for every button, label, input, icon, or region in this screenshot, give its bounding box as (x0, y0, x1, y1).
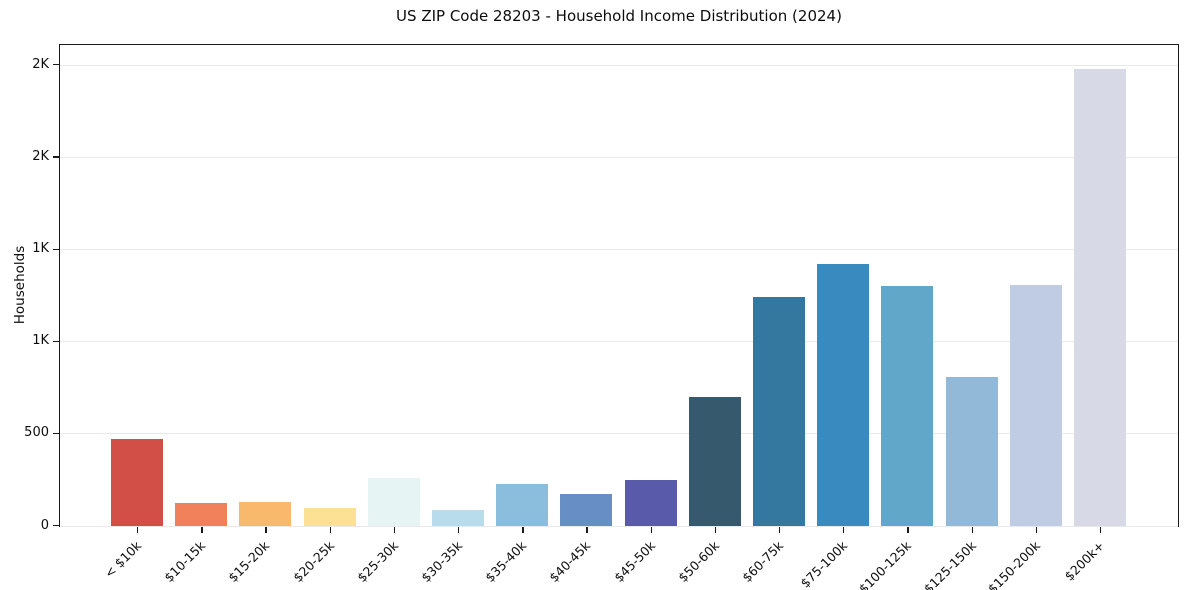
plot-area (59, 44, 1179, 527)
xtick-label: $15-20k (225, 538, 273, 586)
xtick-mark (843, 527, 845, 533)
gridline-1K (60, 249, 1178, 251)
ytick-mark-0 (53, 525, 59, 527)
xtick-mark (586, 527, 588, 533)
bar-$75-100k (817, 264, 870, 526)
gridline-2K (60, 156, 1178, 158)
xtick-mark (137, 527, 139, 533)
ytick-mark-500 (53, 432, 59, 435)
xtick-mark (1035, 527, 1038, 533)
bar-$50-60k (688, 396, 741, 526)
xtick-label: < $10k (101, 538, 145, 581)
gridline-500 (60, 433, 1178, 435)
ytick-mark-2K (53, 64, 59, 66)
xtick-label: $25-30k (353, 538, 401, 586)
bar-$100-125k (881, 286, 934, 526)
xtick-mark (393, 527, 396, 533)
bar-$25-30k (367, 478, 420, 526)
xtick-label: $45-50k (610, 538, 658, 586)
xtick-mark (778, 527, 781, 533)
ytick-label: 500 (24, 425, 49, 441)
ytick-label: 2K (32, 148, 49, 164)
gridline-0 (60, 525, 1178, 527)
xtick-mark (458, 527, 460, 533)
xtick-label: $60-75k (739, 538, 787, 586)
xtick-mark (650, 527, 652, 533)
gridline-2K (60, 64, 1178, 66)
xtick-mark (714, 527, 717, 533)
xtick-label: $50-60k (674, 538, 722, 586)
ytick-mark-1K (53, 248, 59, 250)
bar-$20-25k (303, 507, 356, 526)
bar-$35-40k (496, 483, 549, 526)
xtick-label: $200k+ (1061, 538, 1108, 584)
ytick-mark-1K (53, 340, 59, 342)
gridline-1K (60, 341, 1178, 343)
bar-$40-45k (560, 493, 613, 526)
ytick-label: 1K (32, 333, 49, 349)
ytick-label: 1K (32, 241, 49, 256)
bar-$45-50k (624, 479, 677, 526)
xtick-mark (522, 527, 524, 533)
xtick-label: $75-100k (797, 538, 851, 590)
xtick-label: $20-25k (289, 538, 337, 586)
xtick-label: $40-45k (546, 538, 594, 586)
bar-$200k+ (1073, 68, 1126, 526)
bar-< $10k (111, 439, 164, 526)
bar-$60-75k (752, 297, 805, 526)
bar-$10-15k (175, 502, 228, 526)
y-axis-label: Households (12, 245, 28, 325)
xtick-mark (329, 527, 331, 533)
xtick-mark (971, 527, 973, 533)
ytick-label: 0 (40, 517, 49, 533)
xtick-mark (265, 527, 267, 533)
xtick-label: $30-35k (418, 538, 466, 586)
ytick-mark-2K (53, 156, 59, 158)
xtick-label: $35-40k (482, 538, 530, 586)
bar-$125-150k (945, 376, 998, 526)
bar-$15-20k (239, 502, 292, 526)
xtick-mark (201, 527, 203, 533)
xtick-label: $10-15k (161, 538, 209, 586)
xtick-label: $100-125k (856, 538, 915, 590)
chart-title: US ZIP Code 28203 - Household Income Dis… (396, 7, 842, 25)
ytick-label: 2K (32, 56, 49, 72)
xtick-label: $150-200k (984, 538, 1043, 590)
bar-$30-35k (432, 510, 485, 526)
xtick-mark (1099, 527, 1102, 533)
xtick-mark (907, 527, 909, 533)
xtick-label: $125-150k (920, 538, 979, 590)
bar-$150-200k (1009, 284, 1062, 526)
